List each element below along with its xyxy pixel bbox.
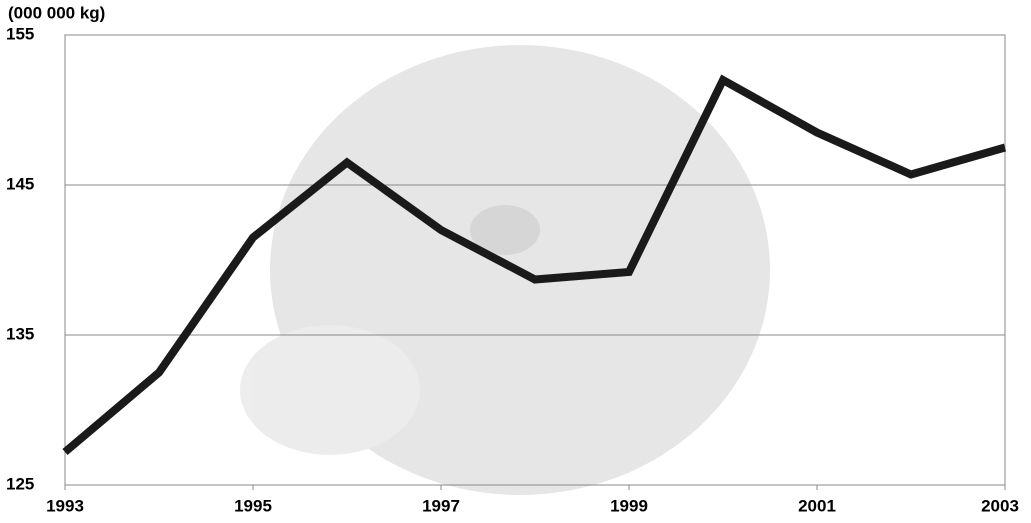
x-tick-label: 1993 [46, 496, 84, 515]
y-axis-label: (000 000 kg) [8, 3, 105, 22]
background-illustration [240, 45, 770, 495]
x-tick-label: 1997 [422, 496, 460, 515]
y-tick-label: 125 [6, 474, 34, 493]
x-tick-label: 2001 [798, 496, 836, 515]
x-tick-label: 2003 [981, 496, 1019, 515]
x-tick-label: 1995 [234, 496, 272, 515]
data-line [62, 74, 1007, 456]
y-tick-label: 145 [6, 174, 34, 193]
y-tick-label: 135 [6, 324, 34, 343]
x-tick-label: 1999 [610, 496, 648, 515]
y-tick-label: 155 [6, 24, 34, 43]
